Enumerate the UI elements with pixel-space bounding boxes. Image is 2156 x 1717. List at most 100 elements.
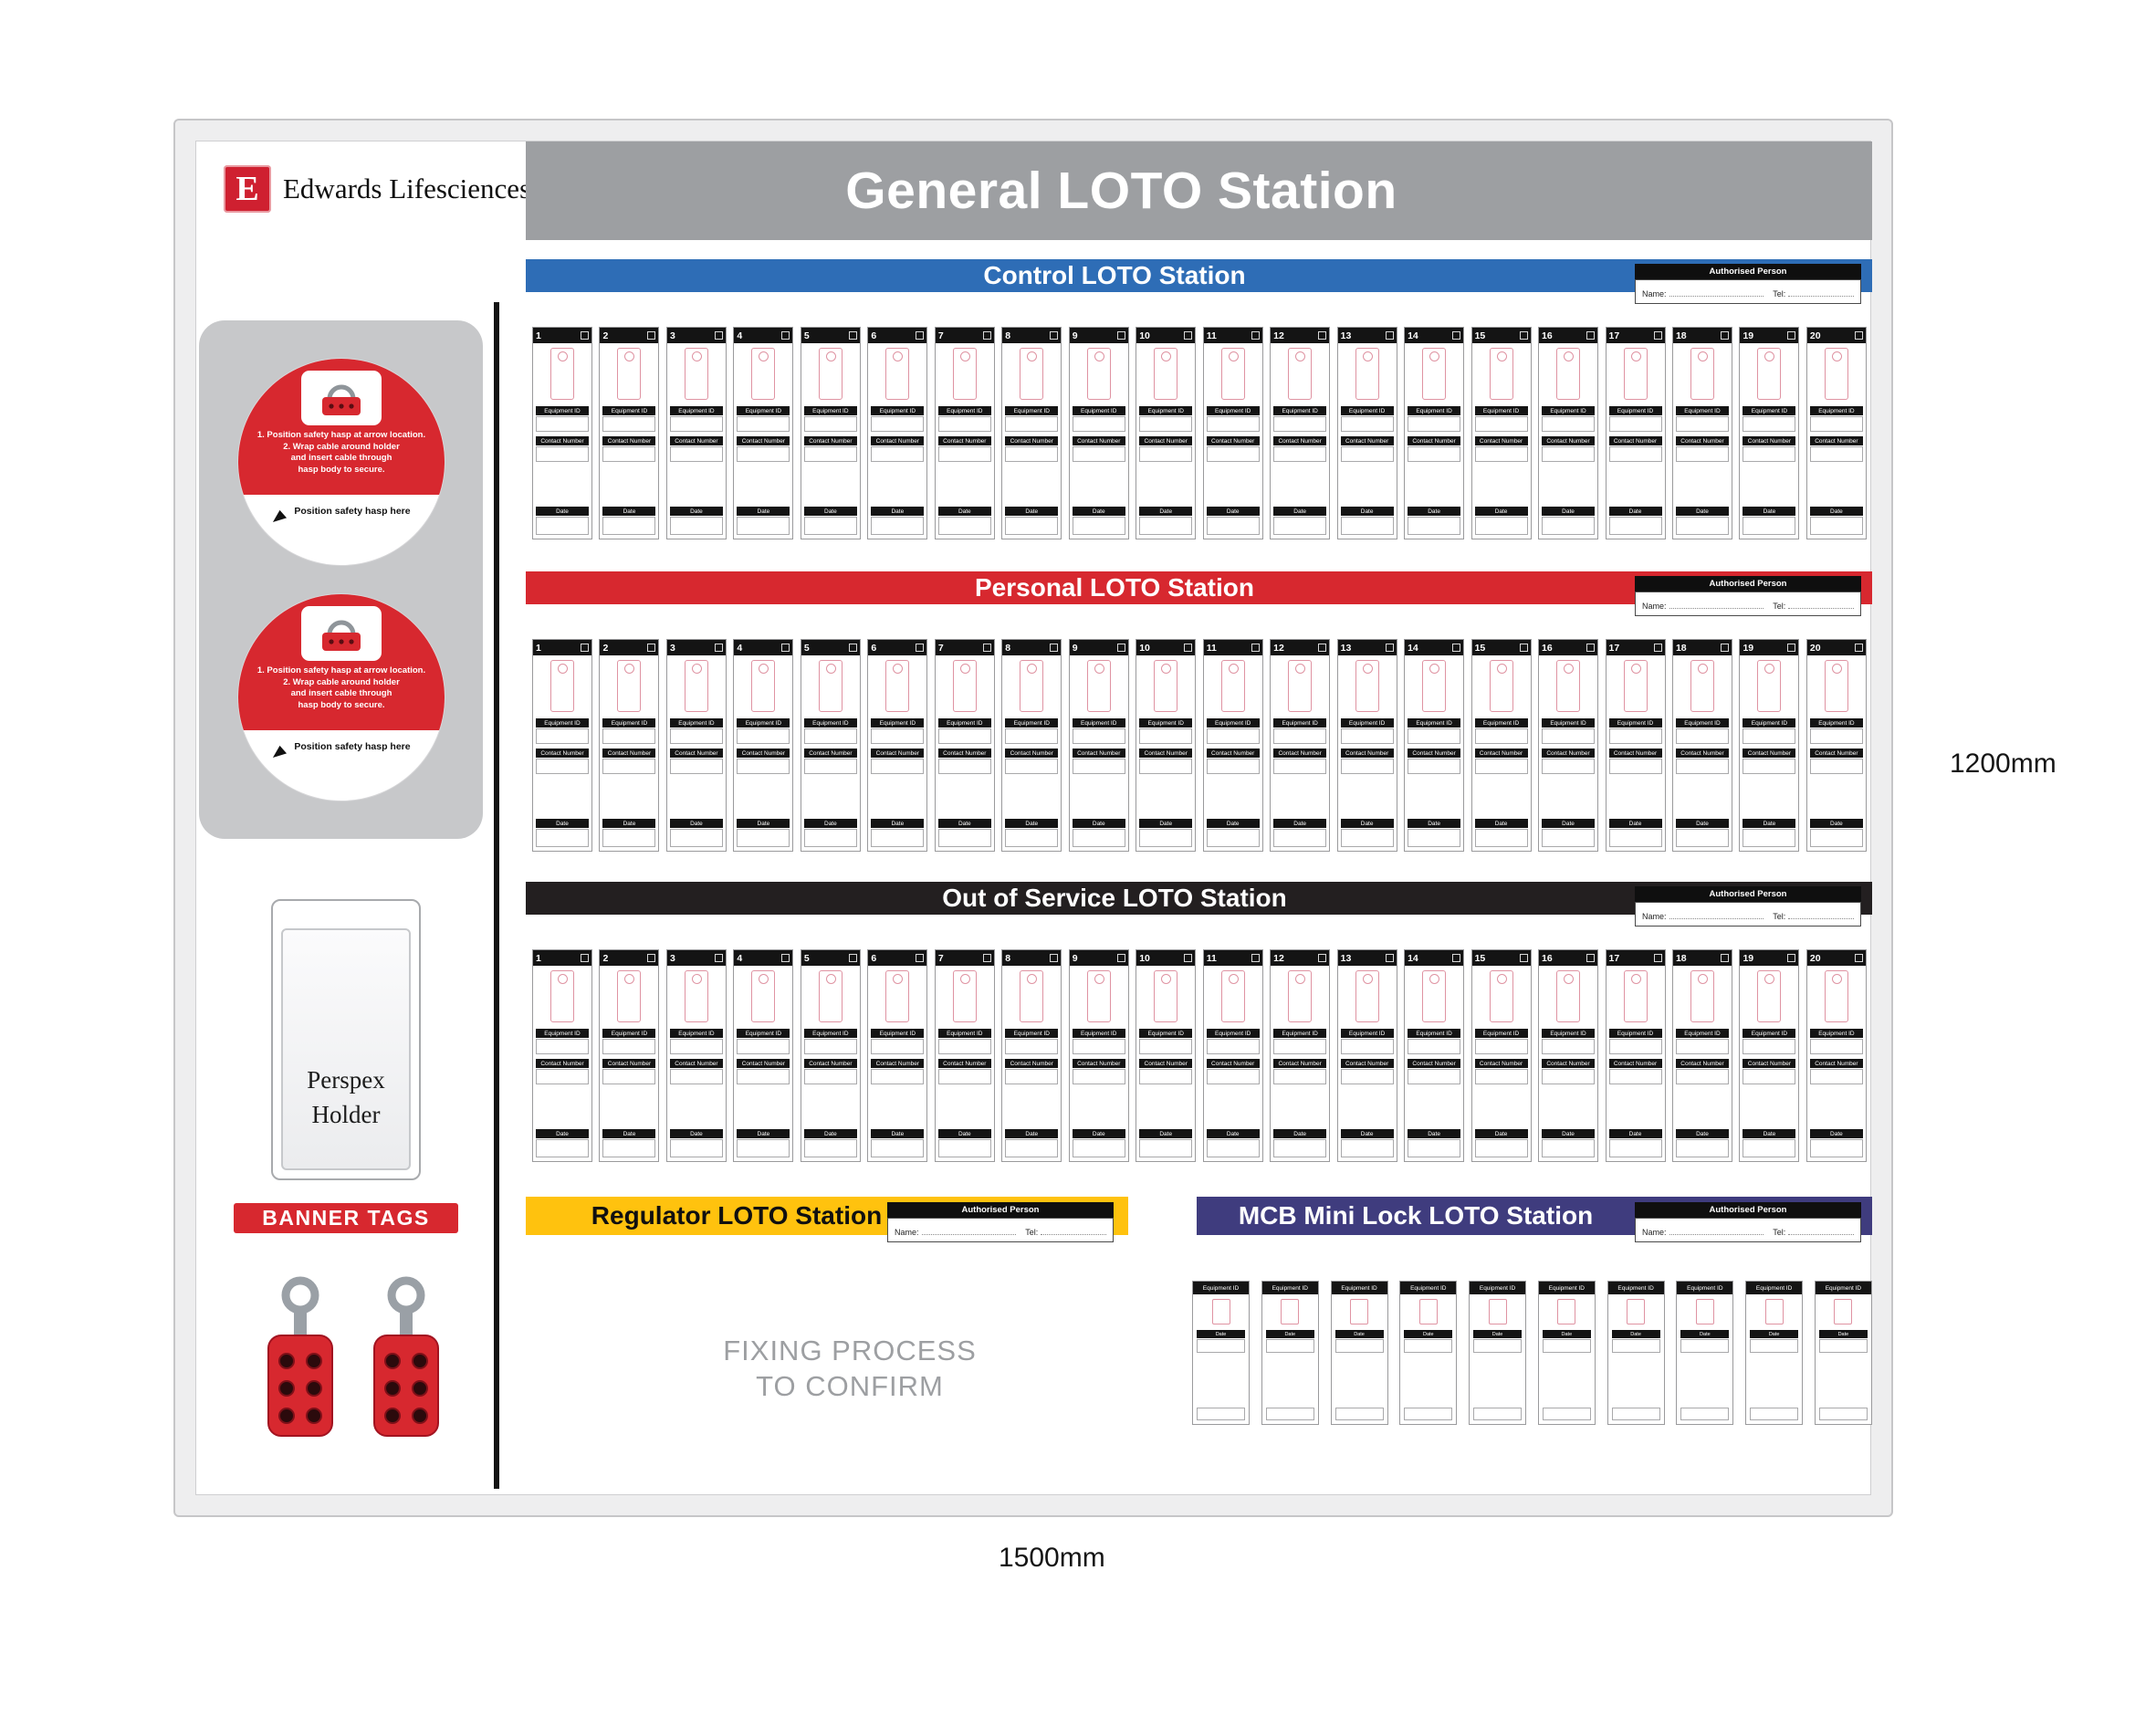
- slot-number-bar: 5: [801, 328, 860, 343]
- equipment-id-label: Equipment ID: [737, 1029, 790, 1038]
- equipment-id-field: [803, 1039, 857, 1054]
- mini-slot-body: Date: [1400, 1294, 1456, 1424]
- equipment-id-label: Equipment ID: [1206, 1029, 1260, 1038]
- date-label: Date: [1608, 507, 1662, 516]
- date-label: Date: [1072, 819, 1125, 828]
- tag-slot: 3 Equipment ID Contact Number Date: [665, 327, 727, 539]
- slot-body: Equipment ID Contact Number Date: [1807, 343, 1866, 539]
- slot-spacer: [536, 779, 589, 819]
- slot-number: 18: [1675, 952, 1687, 964]
- slot-spacer: [536, 466, 589, 507]
- contact-number-field: [1608, 1069, 1662, 1084]
- tag-slot: 15 Equipment ID Contact Number Date: [1470, 949, 1532, 1162]
- date-label: Date: [871, 1129, 925, 1138]
- authorised-person-fields: Name: Tel:: [1635, 279, 1861, 304]
- slot-spacer: [1207, 1089, 1260, 1129]
- instruction-sticker: 1. Position safety hasp at arrow locatio…: [238, 359, 445, 565]
- slot-body: Equipment ID Contact Number Date: [1070, 966, 1128, 1161]
- date-field: [1273, 517, 1327, 535]
- slot-number: 12: [1273, 642, 1284, 654]
- slot-number: 15: [1474, 330, 1486, 341]
- slot-spacer: [1810, 466, 1863, 507]
- slot-number-bar: 16: [1539, 640, 1598, 655]
- equipment-id-label: Equipment ID: [937, 718, 991, 728]
- slot-number-bar: 5: [801, 640, 860, 655]
- slot-number-bar: 16: [1539, 950, 1598, 966]
- date-label: Date: [1743, 507, 1796, 516]
- slot-spacer: [1139, 779, 1192, 819]
- tag-outline: [1422, 348, 1447, 400]
- equipment-id-field: [871, 728, 925, 744]
- equipment-id-field: [1072, 1039, 1125, 1054]
- slot-spacer: [1475, 466, 1528, 507]
- equipment-id-field: [1542, 1039, 1596, 1054]
- slot-hole: [781, 644, 790, 652]
- date-label: Date: [737, 507, 790, 516]
- equipment-id-field: [871, 1039, 925, 1054]
- slot-number-bar: 13: [1337, 328, 1397, 343]
- bottom-field: [1473, 1408, 1523, 1420]
- slot-number: 20: [1809, 952, 1821, 964]
- slot-spacer: [804, 779, 857, 819]
- date-label: Date: [1474, 819, 1528, 828]
- tag-outline: [885, 660, 910, 712]
- slot-spacer: [1005, 779, 1058, 819]
- slot-spacer: [1475, 1089, 1528, 1129]
- equipment-id-field: [1072, 728, 1125, 744]
- date-label: Date: [1005, 819, 1059, 828]
- contact-number-label: Contact Number: [871, 436, 925, 445]
- slot-body: Equipment ID Contact Number Date: [533, 343, 591, 539]
- slot-hole: [1452, 331, 1461, 340]
- slot-number: 20: [1809, 330, 1821, 341]
- mini-slot-body: Date: [1746, 1294, 1802, 1424]
- date-field: [937, 1139, 991, 1157]
- slot-number: 15: [1474, 642, 1486, 654]
- slot-number: 4: [737, 642, 743, 654]
- tag-outline: [1556, 348, 1581, 400]
- equipment-id-label: Equipment ID: [803, 718, 857, 728]
- date-field: [1542, 517, 1596, 535]
- date-field: [1072, 829, 1125, 847]
- equipment-id-field: [1139, 1039, 1193, 1054]
- slot-body: Equipment ID Contact Number Date: [1673, 655, 1732, 851]
- slot-hole: [1854, 954, 1863, 962]
- slot-spacer: [536, 1089, 589, 1129]
- contact-number-label: Contact Number: [1408, 436, 1461, 445]
- mini-slot-body: Date: [1332, 1294, 1387, 1424]
- sticker-red-zone: 1. Position safety hasp at arrow locatio…: [238, 359, 445, 496]
- slot-hole: [916, 331, 925, 340]
- board-title: General LOTO Station: [526, 141, 1872, 240]
- sticker-footer: Position safety hasp here: [238, 495, 445, 565]
- contact-number-label: Contact Number: [1139, 749, 1193, 758]
- slot-body: Equipment ID Contact Number Date: [667, 343, 726, 539]
- slot-number-bar: 13: [1337, 950, 1397, 966]
- tag-slot: 18 Equipment ID Contact Number Date: [1671, 639, 1732, 852]
- name-field: Name:: [1642, 911, 1764, 921]
- date-label: Date: [1206, 819, 1260, 828]
- slot-spacer: [871, 779, 924, 819]
- equipment-id-label: Equipment ID: [1139, 406, 1193, 415]
- slot-spacer: [871, 1089, 924, 1129]
- equipment-id-label: Equipment ID: [669, 718, 723, 728]
- tag-outline: [1281, 1299, 1300, 1324]
- slot-body: Equipment ID Contact Number Date: [1472, 966, 1531, 1161]
- position-hasp-label: Position safety hasp here: [294, 741, 411, 753]
- equipment-id-label: Equipment ID: [1538, 1282, 1595, 1294]
- equipment-id-field: [602, 1039, 656, 1054]
- slot-number: 4: [737, 330, 743, 341]
- slot-body: Equipment ID Contact Number Date: [1539, 655, 1597, 851]
- authorised-person-title: Authorised Person: [1635, 576, 1861, 592]
- equipment-id-field: [1542, 416, 1596, 432]
- tag-outline: [1489, 970, 1513, 1022]
- equipment-id-label: Equipment ID: [1675, 718, 1729, 728]
- contact-number-field: [1408, 759, 1461, 774]
- slot-hole: [647, 331, 656, 340]
- slot-hole: [781, 331, 790, 340]
- equipment-id-label: Equipment ID: [1331, 1282, 1387, 1294]
- tag-outline: [751, 348, 776, 400]
- tag-outline: [1690, 660, 1714, 712]
- equipment-id-label: Equipment ID: [1474, 406, 1528, 415]
- slot-hole: [647, 644, 656, 652]
- slot-body: Equipment ID Contact Number Date: [1070, 343, 1128, 539]
- contact-number-label: Contact Number: [536, 1059, 589, 1068]
